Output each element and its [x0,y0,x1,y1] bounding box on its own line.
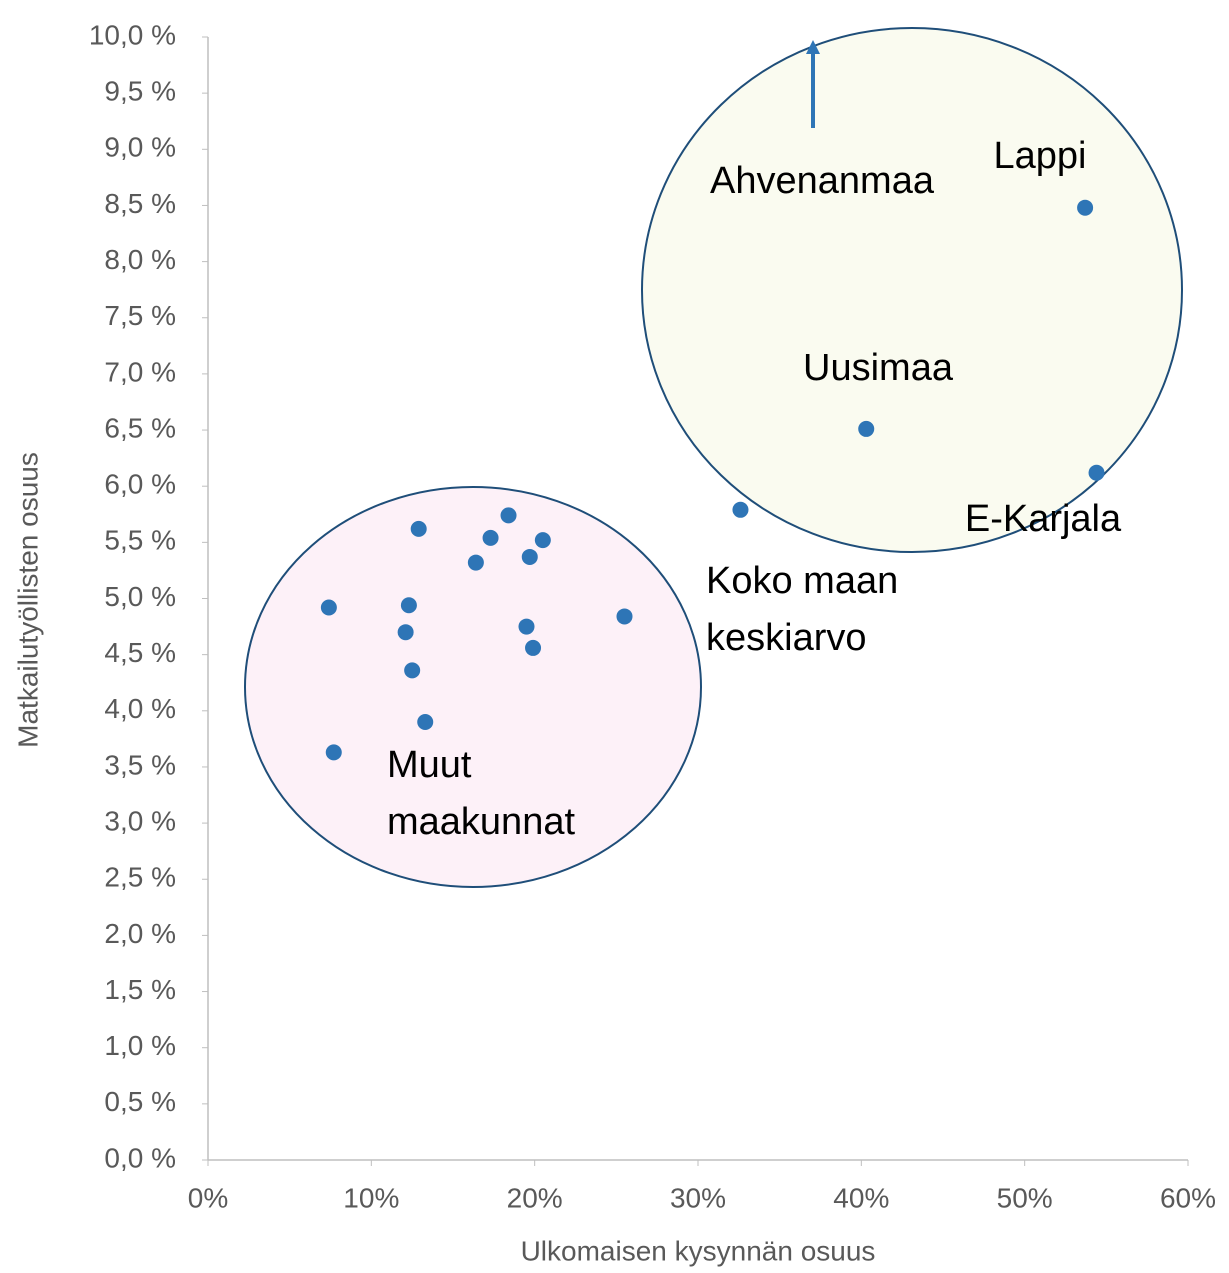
point [1077,199,1094,216]
y-tick-label: 7,5 % [104,300,176,331]
point [858,420,875,437]
annotation: maakunnat [387,801,575,843]
y-tick-label: 6,0 % [104,469,176,500]
annotation: Muut [387,744,472,786]
x-tick-label: 0% [188,1182,228,1213]
x-tick-label: 60% [1160,1182,1216,1213]
point [325,744,342,761]
y-tick-label: 5,0 % [104,581,176,612]
y-tick-label: 3,5 % [104,749,176,780]
point [1088,464,1105,481]
annotation: keskiarvo [706,617,867,659]
y-tick-label: 4,0 % [104,693,176,724]
y-tick-label: 2,0 % [104,918,176,949]
x-axis-title: Ulkomaisen kysynnän osuus [521,1235,876,1266]
y-tick-label: 6,5 % [104,412,176,443]
point [417,714,434,731]
annotation: Koko maan [706,560,898,602]
y-tick-label: 0,5 % [104,1086,176,1117]
highlight-ellipse [244,486,702,888]
x-tick-label: 10% [343,1182,399,1213]
y-tick-label: 1,5 % [104,974,176,1005]
annotation: Uusimaa [803,347,954,389]
point [616,608,633,625]
point [732,501,749,518]
y-tick-label: 1,0 % [104,1030,176,1061]
x-tick-label: 40% [833,1182,889,1213]
y-tick-label: 2,5 % [104,862,176,893]
point [404,662,421,679]
annotation: Lappi [994,135,1087,177]
y-tick-label: 4,5 % [104,637,176,668]
y-tick-label: 0,0 % [104,1142,176,1173]
point [467,554,484,571]
y-tick-label: 8,0 % [104,244,176,275]
point [534,532,551,549]
point [320,599,337,616]
y-tick-label: 3,0 % [104,805,176,836]
y-axis-title: Matkailutyöllisten osuus [12,452,43,748]
point [521,548,538,565]
x-tick-label: 30% [670,1182,726,1213]
x-tick-label: 20% [507,1182,563,1213]
x-tick-label: 50% [997,1182,1053,1213]
point [482,529,499,546]
point [525,639,542,656]
point [397,624,414,641]
point [518,618,535,635]
point [410,520,427,537]
y-tick-label: 8,5 % [104,188,176,219]
y-tick-label: 9,0 % [104,132,176,163]
y-tick-label: 9,5 % [104,76,176,107]
annotation: Ahvenanmaa [710,160,935,202]
y-tick-label: 5,5 % [104,525,176,556]
y-tick-label: 7,0 % [104,356,176,387]
y-tick-label: 10,0 % [89,19,176,50]
annotation: E-Karjala [965,498,1122,540]
point [500,507,517,524]
arrow-head [806,40,820,54]
point [400,597,417,614]
highlight-ellipse [641,27,1183,553]
